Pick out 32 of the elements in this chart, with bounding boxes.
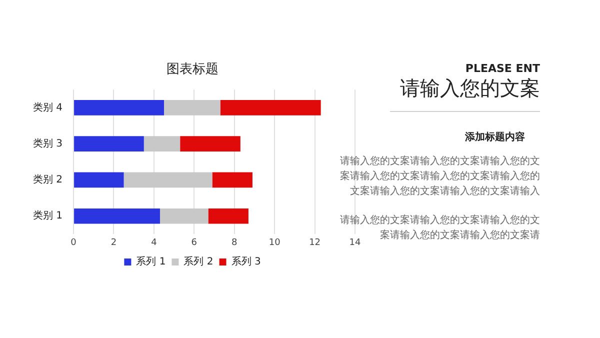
bar — [74, 172, 124, 188]
text: 请输入您的文案 — [399, 75, 540, 101]
y-tick-label: 类别 2 — [32, 174, 63, 186]
x-tick-label: 8 — [232, 238, 238, 248]
bar — [180, 136, 240, 152]
bar — [208, 208, 248, 224]
y-tick-label: 类别 1 — [32, 210, 63, 222]
bar — [74, 208, 160, 224]
bar — [74, 136, 144, 152]
bar — [212, 172, 252, 188]
bar — [74, 100, 164, 116]
annotation: 请输入您的文案请输入您的文案请输入您的文案请输入您的文案请输入您的文案请输入您的文案请输入您的文案请输入您的文案请输入 — [340, 154, 540, 199]
y-tick-label: 类别 4 — [32, 101, 63, 114]
bar — [144, 136, 180, 152]
x-tick-label: 6 — [191, 238, 198, 248]
x-tick-label: 0 — [70, 238, 77, 248]
text: 添加标题内容 — [464, 130, 525, 144]
x-tick-label: 2 — [110, 238, 117, 248]
legend-label: 系列 2 — [184, 256, 214, 268]
x-tick-label: 4 — [151, 238, 158, 248]
chart-title: 图表标题 — [166, 62, 218, 78]
legend-label: 系列 3 — [231, 256, 261, 268]
bar — [124, 172, 212, 188]
x-tick-label: 10 — [268, 238, 281, 248]
y-tick-label: 类别 3 — [32, 137, 63, 150]
bar — [220, 100, 321, 116]
bar — [160, 208, 208, 224]
x-tick-label: 14 — [349, 238, 361, 248]
bar — [164, 100, 220, 116]
x-tick-label: 12 — [309, 238, 321, 248]
text: PLEASE ENT — [464, 62, 540, 75]
legend-label: 系列 1 — [136, 256, 166, 268]
